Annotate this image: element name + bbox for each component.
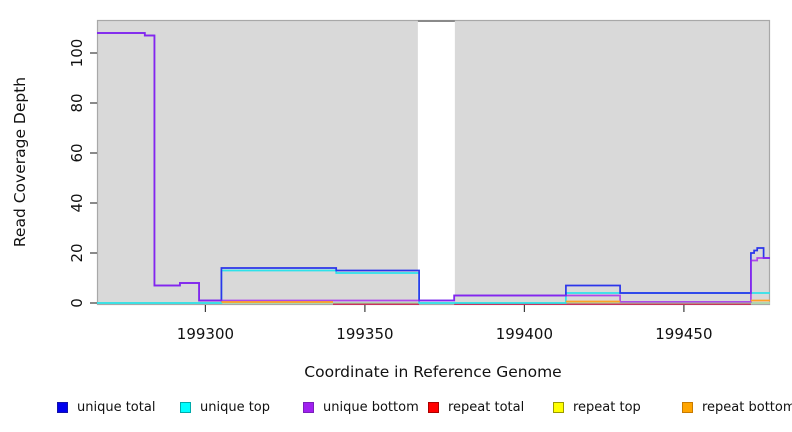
- series-line-repeat-bottom: [221, 299, 770, 303]
- no-data-gap-band: [417, 21, 455, 304]
- legend-swatch-icon: [180, 402, 191, 413]
- series-line-unique-bottom: [97, 32, 770, 303]
- x-tick-label: 199300: [176, 325, 235, 343]
- legend-label: repeat total: [448, 400, 525, 415]
- x-tick-label: 199350: [336, 325, 394, 343]
- axis-ticks: [90, 52, 685, 312]
- y-tick-label: 20: [68, 243, 86, 263]
- y-tick-label: 80: [68, 93, 86, 113]
- legend-swatch-icon: [428, 402, 439, 413]
- y-tick-label: 60: [68, 143, 86, 163]
- y-tick-label: 0: [68, 298, 86, 308]
- y-tick-label: 40: [68, 193, 86, 213]
- legend-label: repeat bottom: [702, 400, 792, 415]
- x-tick-label: 199400: [495, 325, 554, 343]
- legend-swatch-icon: [553, 402, 564, 413]
- legend-label: unique total: [77, 400, 156, 415]
- legend-swatch-icon: [57, 402, 68, 413]
- x-axis-title: Coordinate in Reference Genome: [304, 363, 562, 381]
- legend-swatch-icon: [682, 402, 693, 413]
- legend-label: unique top: [200, 400, 271, 415]
- series-lines: [97, 32, 770, 305]
- legend-label: repeat top: [573, 400, 641, 415]
- y-tick-label: 100: [68, 38, 86, 68]
- legend-label: unique bottom: [323, 400, 419, 415]
- y-axis-title: Read Coverage Depth: [11, 76, 29, 248]
- legend-swatch-icon: [303, 402, 314, 413]
- x-tick-label: 199450: [655, 325, 713, 343]
